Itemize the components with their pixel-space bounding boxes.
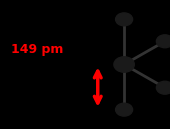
Circle shape bbox=[114, 57, 134, 72]
Circle shape bbox=[116, 103, 133, 116]
Circle shape bbox=[116, 13, 133, 26]
Circle shape bbox=[156, 35, 170, 48]
Circle shape bbox=[156, 81, 170, 94]
Text: 149 pm: 149 pm bbox=[11, 43, 64, 55]
